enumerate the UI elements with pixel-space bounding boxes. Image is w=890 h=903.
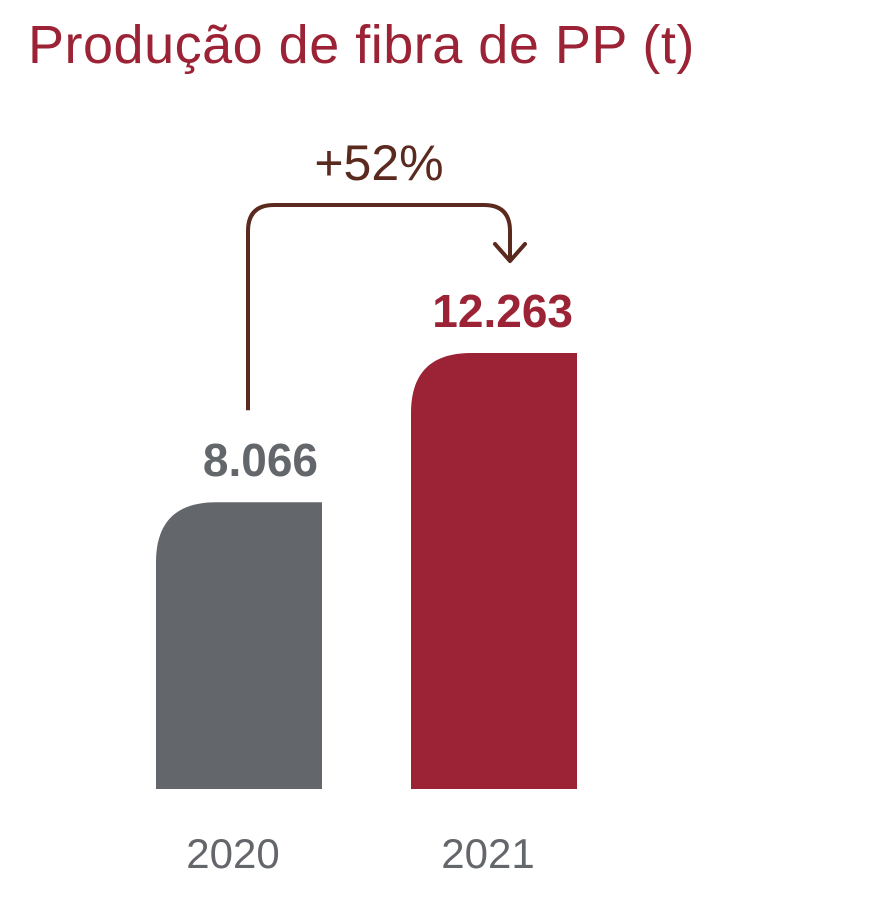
tick-label-2020: 2020 (186, 830, 279, 877)
change-arrow (246, 203, 512, 411)
value-label-2021: 12.263 (432, 285, 573, 337)
change-percent-label: +52% (314, 135, 443, 191)
tick-label-2021: 2021 (441, 830, 534, 877)
bar-2021 (411, 353, 577, 789)
arrow-head-icon (493, 242, 527, 263)
value-label-2020: 8.066 (203, 434, 318, 486)
chart-title: Produção de fibra de PP (t) (28, 15, 695, 75)
bar-2020 (156, 502, 322, 789)
